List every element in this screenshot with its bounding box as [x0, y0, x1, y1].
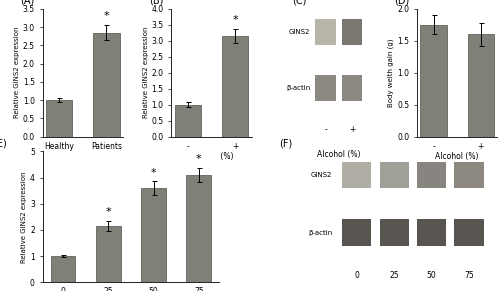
Y-axis label: Relative GINS2 expression: Relative GINS2 expression — [143, 27, 149, 118]
Text: -: - — [324, 125, 327, 134]
Text: *: * — [151, 168, 156, 178]
Text: 75: 75 — [464, 271, 474, 280]
Bar — [316, 19, 336, 45]
Text: 0: 0 — [354, 271, 359, 280]
Bar — [222, 36, 248, 137]
Bar — [454, 162, 484, 188]
Text: +: + — [349, 125, 355, 134]
Bar — [454, 219, 484, 246]
Text: (A): (A) — [20, 0, 34, 6]
X-axis label: Alcohol (%): Alcohol (%) — [190, 152, 234, 161]
Bar — [468, 34, 494, 137]
Text: (C): (C) — [292, 0, 306, 6]
Y-axis label: Relative GINS2 expression: Relative GINS2 expression — [21, 171, 27, 262]
Text: β-actin: β-actin — [286, 85, 310, 91]
Text: GINS2: GINS2 — [311, 172, 332, 178]
Bar — [342, 19, 362, 45]
Text: (F): (F) — [280, 138, 293, 148]
X-axis label: Alcohol (%): Alcohol (%) — [436, 152, 479, 161]
Text: *: * — [232, 15, 238, 25]
Text: Alcohol (%): Alcohol (%) — [317, 150, 360, 159]
Text: (E): (E) — [0, 138, 6, 148]
Bar — [342, 75, 362, 101]
Bar — [175, 105, 201, 137]
Text: *: * — [104, 11, 110, 21]
Text: (B): (B) — [148, 0, 163, 6]
Text: (D): (D) — [394, 0, 409, 6]
Text: 50: 50 — [426, 271, 436, 280]
Bar — [141, 188, 166, 282]
Bar — [380, 162, 408, 188]
Bar — [342, 162, 372, 188]
Y-axis label: Body weith gain (g): Body weith gain (g) — [388, 38, 394, 107]
Y-axis label: Relative GINS2 expression: Relative GINS2 expression — [14, 27, 20, 118]
Bar — [94, 33, 120, 137]
Bar — [417, 162, 446, 188]
Text: GINS2: GINS2 — [289, 29, 310, 35]
Text: 25: 25 — [390, 271, 399, 280]
Text: *: * — [106, 207, 111, 217]
Bar — [420, 25, 446, 137]
Text: *: * — [196, 154, 202, 164]
Bar — [46, 100, 72, 137]
Bar — [417, 219, 446, 246]
Bar — [342, 219, 372, 246]
Bar — [186, 175, 212, 282]
Bar — [96, 226, 120, 282]
Bar — [380, 219, 408, 246]
Bar — [316, 75, 336, 101]
Text: β-actin: β-actin — [308, 230, 332, 235]
Bar — [50, 256, 76, 282]
